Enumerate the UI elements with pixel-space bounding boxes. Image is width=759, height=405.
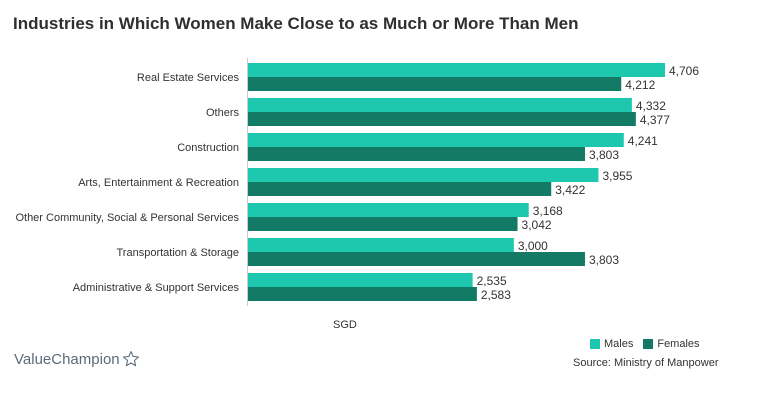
bar-females <box>248 182 552 196</box>
bar-females <box>248 147 585 161</box>
data-label: 3,000 <box>518 239 548 253</box>
bar-males <box>248 63 665 77</box>
data-label: 2,583 <box>481 288 511 302</box>
bar-males <box>248 168 599 182</box>
bar-females <box>248 287 477 301</box>
legend-swatch-males <box>590 339 600 349</box>
bar-males <box>248 133 624 147</box>
x-axis-label: SGD <box>333 319 357 331</box>
bar-females <box>248 77 622 91</box>
category-label: Others <box>206 107 240 119</box>
bar-males <box>248 98 632 112</box>
category-label: Real Estate Services <box>137 72 240 84</box>
bar-females <box>248 252 585 266</box>
brand-logo: ValueChampion <box>14 350 140 368</box>
bar-males <box>248 203 529 217</box>
data-label: 3,042 <box>522 218 552 232</box>
bar-females <box>248 112 636 126</box>
bar-males <box>248 273 473 287</box>
data-label: 4,332 <box>636 99 666 113</box>
legend-label-females: Females <box>657 338 700 350</box>
legend-item-females: Females <box>643 338 700 350</box>
data-label: 4,706 <box>669 64 699 78</box>
data-label: 4,241 <box>628 134 658 148</box>
category-label: Construction <box>177 142 239 154</box>
category-label: Arts, Entertainment & Recreation <box>78 177 239 189</box>
bar-females <box>248 217 518 231</box>
data-label: 3,803 <box>589 253 619 267</box>
category-label: Transportation & Storage <box>117 247 240 259</box>
data-label: 4,377 <box>640 113 670 127</box>
bar-males <box>248 238 514 252</box>
data-label: 3,955 <box>602 169 632 183</box>
source-note: Source: Ministry of Manpower <box>573 357 719 369</box>
data-label: 3,422 <box>555 183 585 197</box>
legend-label-males: Males <box>604 338 634 350</box>
star-icon <box>122 350 139 367</box>
data-label: 2,535 <box>477 274 507 288</box>
brand-name: ValueChampion <box>14 350 120 368</box>
legend-swatch-females <box>643 339 654 349</box>
data-label: 3,168 <box>533 204 563 218</box>
data-label: 4,212 <box>625 78 655 92</box>
chart-title: Industries in Which Women Make Close to … <box>13 14 579 33</box>
legend: Males Females <box>590 338 710 350</box>
category-label: Other Community, Social & Personal Servi… <box>15 212 239 224</box>
category-label: Administrative & Support Services <box>73 282 240 294</box>
data-label: 3,803 <box>589 148 619 162</box>
legend-item-males: Males <box>590 338 633 350</box>
